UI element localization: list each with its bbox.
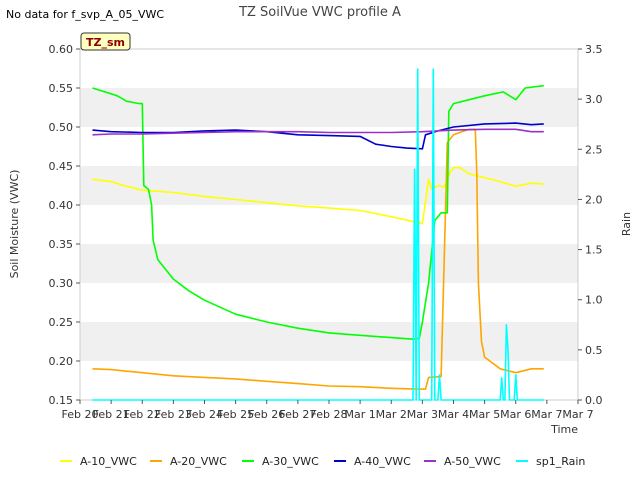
x-tick-label: Mar 6 <box>500 408 531 421</box>
x-tick-label: Mar 4 <box>438 408 469 421</box>
y-axis-left: 0.15 0.20 0.25 0.30 0.35 0.40 0.45 0.50 0.55 0.60 <box>49 43 80 407</box>
band <box>80 88 578 127</box>
y2-tick-label: 2.0 <box>585 193 603 206</box>
background-bands <box>80 49 578 400</box>
x-tick-label: Mar 2 <box>376 408 407 421</box>
x-tick-label: Mar 7 <box>531 408 562 421</box>
series-line-A-10_VWC <box>92 166 544 225</box>
series-line-A-20_VWC <box>92 128 544 390</box>
band <box>80 361 578 400</box>
x-tick-label: Mar 1 <box>345 408 376 421</box>
legend: A-10_VWC A-20_VWC A-30_VWC A-40_VWC A-50_VWC… <box>60 455 585 468</box>
x-tick-label: Feb 21 <box>93 408 130 421</box>
y-axis-right: 0.0 0.5 1.0 1.5 2.0 2.5 3.0 3.5 <box>578 43 603 407</box>
band <box>80 283 578 322</box>
x-tick-label: Mar 5 <box>469 408 500 421</box>
y2-tick-label: 0.5 <box>585 344 603 357</box>
legend-label: A-30_VWC <box>262 455 319 468</box>
chart-title: TZ SoilVue VWC profile A <box>238 5 401 20</box>
band <box>80 166 578 205</box>
y2-tick-label: 1.0 <box>585 294 603 307</box>
x-tick-label: Mar 3 <box>407 408 438 421</box>
y2-tick-label: 2.5 <box>585 143 603 156</box>
legend-label: sp1_Rain <box>536 455 585 468</box>
y-tick-label: 0.45 <box>49 160 74 173</box>
y-tick-label: 0.55 <box>49 82 74 95</box>
y2-tick-label: 0.0 <box>585 394 603 407</box>
x-axis-label: Time <box>550 423 578 436</box>
tz-sm-badge: TZ_sm <box>80 32 131 51</box>
y-tick-label: 0.25 <box>49 316 74 329</box>
y2-tick-label: 1.5 <box>585 244 603 257</box>
legend-label: A-40_VWC <box>354 455 411 468</box>
x-tick-label: Feb 27 <box>279 408 316 421</box>
x-tick-label: Feb 23 <box>155 408 192 421</box>
series-layer <box>92 68 544 401</box>
y-tick-label: 0.15 <box>49 394 74 407</box>
no-data-note: No data for f_svp_A_05_VWC <box>6 8 164 21</box>
series-line-A-30_VWC <box>92 84 544 341</box>
y2-tick-label: 3.0 <box>585 93 603 106</box>
badge-box <box>80 32 131 51</box>
legend-label: A-50_VWC <box>444 455 501 468</box>
x-tick-label: Feb 28 <box>311 408 348 421</box>
x-tick-label: Feb 26 <box>248 408 285 421</box>
band <box>80 205 578 244</box>
series-line-A-40_VWC <box>92 122 544 150</box>
y-axis-label: Soil Moisture (VWC) <box>8 170 21 279</box>
y-tick-label: 0.60 <box>49 43 74 56</box>
x-tick-label: Mar 7 <box>562 408 593 421</box>
band <box>80 244 578 283</box>
series-line-sp1_Rain <box>92 68 544 401</box>
band <box>80 322 578 361</box>
y-tick-label: 0.20 <box>49 355 74 368</box>
band <box>80 49 578 88</box>
y-tick-label: 0.30 <box>49 277 74 290</box>
x-tick-label: Feb 20 <box>62 408 99 421</box>
y-tick-label: 0.35 <box>49 238 74 251</box>
x-tick-label: Feb 25 <box>217 408 254 421</box>
legend-label: A-10_VWC <box>80 455 137 468</box>
y-tick-label: 0.50 <box>49 121 74 134</box>
y2-axis-label: Rain <box>620 212 633 236</box>
x-tick-label: Feb 24 <box>186 408 223 421</box>
y-tick-label: 0.40 <box>49 199 74 212</box>
badge-label: TZ_sm <box>86 36 125 49</box>
series-line-A-50_VWC <box>92 128 544 136</box>
legend-label: A-20_VWC <box>170 455 227 468</box>
x-tick-label: Feb 22 <box>124 408 161 421</box>
y2-tick-label: 3.5 <box>585 43 603 56</box>
